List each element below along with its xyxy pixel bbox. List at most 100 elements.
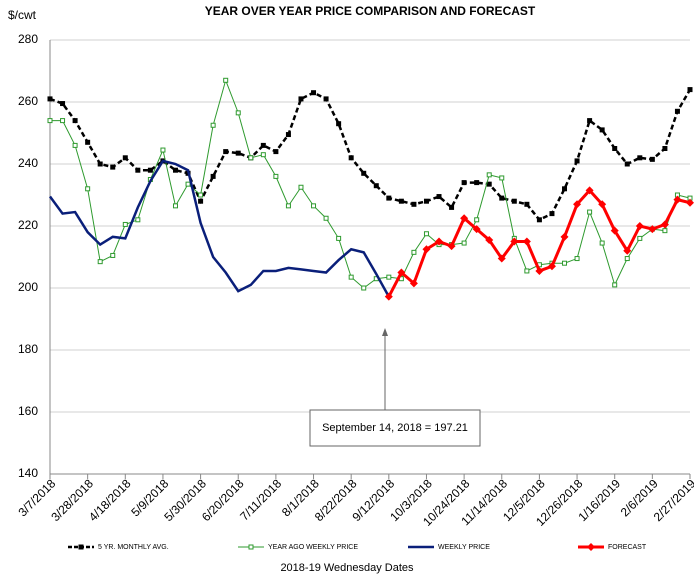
point bbox=[361, 170, 367, 176]
point bbox=[398, 198, 404, 204]
x-tick-label: 4/18/2018 bbox=[86, 476, 134, 524]
point bbox=[535, 266, 544, 275]
legend-marker bbox=[248, 544, 254, 550]
point bbox=[587, 118, 593, 124]
annotation-arrowhead bbox=[382, 328, 388, 336]
point bbox=[122, 221, 128, 227]
point bbox=[185, 181, 191, 187]
point bbox=[461, 180, 467, 186]
point bbox=[210, 173, 216, 179]
point bbox=[486, 181, 492, 187]
point bbox=[323, 96, 329, 102]
point bbox=[223, 149, 229, 155]
x-axis-title: 2018-19 Wednesday Dates bbox=[280, 562, 414, 574]
point bbox=[135, 217, 141, 223]
point bbox=[273, 149, 279, 155]
series-line bbox=[49, 88, 692, 222]
point bbox=[524, 201, 530, 207]
point bbox=[423, 198, 429, 204]
point bbox=[223, 77, 229, 83]
point bbox=[285, 132, 291, 138]
point bbox=[598, 200, 607, 209]
point bbox=[422, 245, 431, 254]
point bbox=[285, 203, 291, 209]
point bbox=[560, 232, 569, 241]
point bbox=[97, 259, 103, 265]
point bbox=[411, 249, 417, 255]
point bbox=[474, 217, 480, 223]
point bbox=[549, 211, 555, 217]
point bbox=[510, 237, 519, 246]
legend-marker bbox=[78, 544, 84, 550]
y-tick-label: 220 bbox=[18, 218, 38, 232]
point bbox=[562, 186, 568, 192]
point bbox=[660, 220, 669, 229]
legend-label: 5 YR. MONTHLY AVG. bbox=[98, 544, 169, 551]
point bbox=[449, 204, 455, 210]
point bbox=[435, 237, 444, 246]
point bbox=[587, 209, 593, 215]
point bbox=[384, 292, 393, 301]
point bbox=[637, 235, 643, 241]
point bbox=[612, 146, 618, 151]
x-tick-label: 7/11/2018 bbox=[237, 476, 284, 523]
point bbox=[110, 164, 116, 170]
point bbox=[423, 231, 429, 237]
point bbox=[72, 118, 78, 124]
point bbox=[499, 175, 505, 181]
point bbox=[674, 108, 680, 114]
y-tick-label: 200 bbox=[18, 280, 38, 294]
point bbox=[624, 256, 630, 262]
point bbox=[536, 217, 542, 223]
point bbox=[60, 118, 66, 124]
point bbox=[687, 87, 693, 93]
point bbox=[673, 195, 682, 204]
legend-label: YEAR AGO WEEKLY PRICE bbox=[268, 544, 358, 551]
point bbox=[447, 242, 456, 251]
point bbox=[436, 194, 442, 200]
legend-marker bbox=[587, 543, 595, 551]
point bbox=[311, 203, 317, 209]
point bbox=[198, 198, 204, 204]
point bbox=[485, 235, 494, 244]
point bbox=[72, 142, 78, 148]
series-line bbox=[50, 78, 691, 289]
point bbox=[574, 158, 580, 164]
point bbox=[662, 228, 668, 234]
point bbox=[486, 172, 492, 178]
point bbox=[623, 246, 632, 255]
point bbox=[474, 180, 480, 186]
point bbox=[599, 127, 605, 133]
point bbox=[361, 285, 367, 291]
point bbox=[499, 195, 505, 201]
point bbox=[198, 192, 204, 198]
point bbox=[311, 90, 317, 96]
point bbox=[273, 173, 279, 179]
point bbox=[373, 183, 379, 189]
point bbox=[573, 200, 582, 209]
point bbox=[547, 262, 556, 271]
series-line bbox=[48, 159, 390, 298]
point bbox=[686, 198, 694, 207]
point bbox=[409, 279, 418, 288]
point bbox=[147, 167, 153, 173]
point bbox=[172, 203, 178, 209]
point bbox=[47, 96, 53, 102]
point bbox=[210, 122, 216, 128]
point bbox=[411, 201, 417, 207]
annotation-box bbox=[309, 409, 481, 447]
series-line bbox=[387, 188, 691, 298]
point bbox=[323, 215, 329, 221]
x-tick-label: 1/16/2019 bbox=[575, 476, 623, 524]
y-tick-label: 140 bbox=[18, 466, 38, 480]
point bbox=[497, 254, 506, 263]
chart-title: YEAR OVER YEAR PRICE COMPARISON AND FORE… bbox=[205, 4, 536, 18]
point bbox=[260, 152, 266, 158]
point bbox=[612, 282, 618, 288]
point bbox=[637, 155, 643, 161]
y-axis-title: $/cwt bbox=[8, 8, 37, 22]
point bbox=[85, 186, 91, 192]
point bbox=[662, 146, 668, 151]
point bbox=[348, 155, 354, 161]
